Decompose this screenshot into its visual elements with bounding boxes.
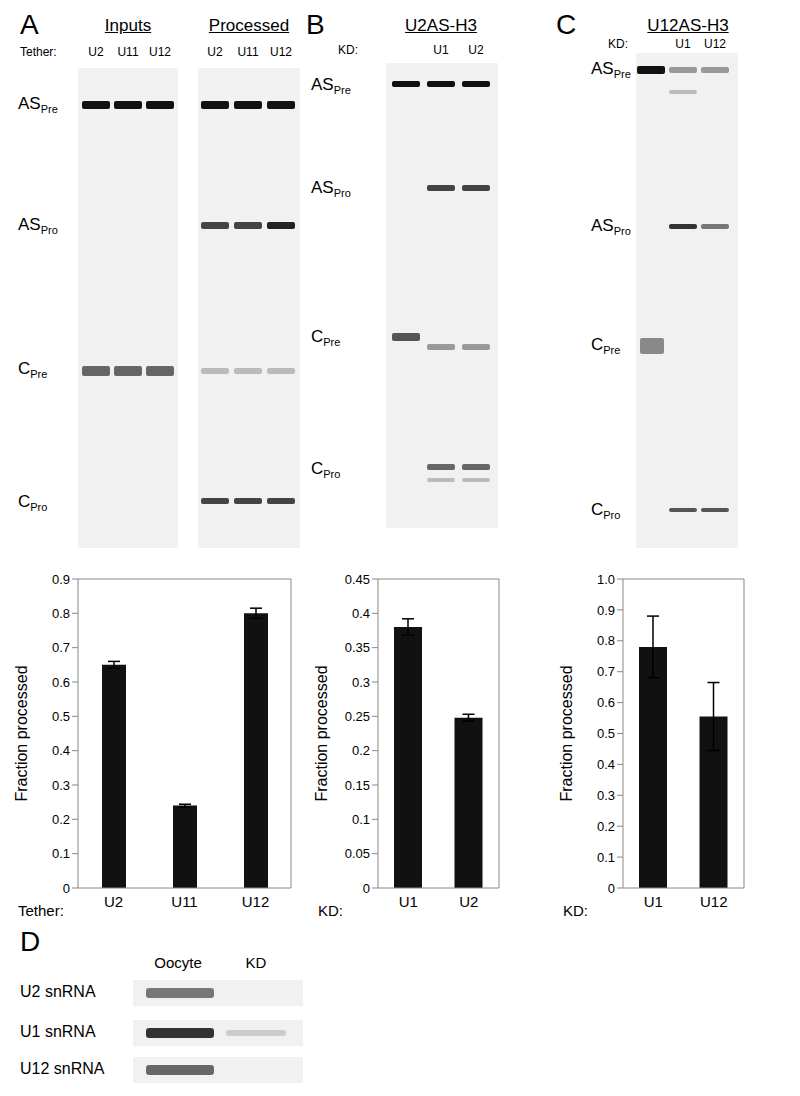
svg-text:0.9: 0.9 <box>52 572 70 587</box>
html-text:U2AS-H3: U2AS-H3 <box>405 15 477 35</box>
html-text:CPro: CPro <box>591 500 621 522</box>
html-text:KD:: KD: <box>338 42 358 57</box>
html-text:ASPre: ASPre <box>18 94 58 116</box>
svg-text:0: 0 <box>63 881 70 896</box>
svg-text:0.9: 0.9 <box>597 603 615 618</box>
html-text:KD:: KD: <box>608 36 628 51</box>
html-text:C: C <box>556 9 577 41</box>
html-text:ASPro: ASPro <box>311 178 351 200</box>
html-text:U2: U2 <box>207 44 223 59</box>
svg-text:Fraction processed: Fraction processed <box>313 665 330 801</box>
svg-text:0.8: 0.8 <box>52 606 70 621</box>
html-text:ASPre: ASPre <box>311 75 351 97</box>
svg-text:0.7: 0.7 <box>597 664 615 679</box>
html-text:U2 snRNA: U2 snRNA <box>20 983 96 1001</box>
html-text:U1 snRNA: U1 snRNA <box>20 1023 96 1041</box>
html-text:B: B <box>306 9 325 41</box>
html-text:U2: U2 <box>88 44 104 59</box>
html-text:Oocyte: Oocyte <box>154 954 202 971</box>
svg-text:0.05: 0.05 <box>345 846 370 861</box>
svg-text:0: 0 <box>363 881 370 896</box>
svg-text:0.6: 0.6 <box>597 695 615 710</box>
svg-text:0.1: 0.1 <box>352 812 370 827</box>
svg-text:0.25: 0.25 <box>345 709 370 724</box>
html-text:KD:: KD: <box>563 902 588 919</box>
html-text:CPro: CPro <box>311 459 341 481</box>
svg-text:0.8: 0.8 <box>597 633 615 648</box>
html-text:U11: U11 <box>237 44 259 59</box>
svg-text:0.4: 0.4 <box>597 757 615 772</box>
html-text:CPre: CPre <box>18 359 48 381</box>
svg-text:0.15: 0.15 <box>345 778 370 793</box>
html-text:A: A <box>20 9 39 41</box>
svg-text:0.4: 0.4 <box>352 606 370 621</box>
html-text:U1: U1 <box>675 36 691 51</box>
svg-text:0.3: 0.3 <box>352 675 370 690</box>
html-text:ASPro: ASPro <box>18 215 58 237</box>
html-text:U2: U2 <box>468 42 484 57</box>
svg-text:0.4: 0.4 <box>52 743 70 758</box>
svg-text:0.6: 0.6 <box>52 675 70 690</box>
svg-text:0.2: 0.2 <box>52 812 70 827</box>
svg-text:Fraction processed: Fraction processed <box>13 665 30 801</box>
svg-text:0.5: 0.5 <box>597 726 615 741</box>
html-text:U12: U12 <box>704 36 726 51</box>
svg-text:0.2: 0.2 <box>352 743 370 758</box>
svg-text:U2: U2 <box>459 893 478 910</box>
html-text:Tether:: Tether: <box>18 902 64 919</box>
svg-text:U1: U1 <box>399 893 418 910</box>
svg-text:0.1: 0.1 <box>597 850 615 865</box>
html-text:U12: U12 <box>149 44 171 59</box>
html-text:ASPro: ASPro <box>591 216 631 238</box>
html-text:Processed: Processed <box>208 15 290 35</box>
html-text:ASPre: ASPre <box>591 59 631 81</box>
html-text:U12: U12 <box>270 44 292 59</box>
html-text:U1: U1 <box>433 42 449 57</box>
html-text:U12 snRNA: U12 snRNA <box>20 1060 105 1078</box>
svg-text:0.7: 0.7 <box>52 640 70 655</box>
html-text:KD: KD <box>245 954 267 971</box>
html-text:CPro: CPro <box>18 492 48 514</box>
svg-text:U12: U12 <box>700 893 728 910</box>
svg-text:0.3: 0.3 <box>597 788 615 803</box>
svg-text:0.3: 0.3 <box>52 778 70 793</box>
svg-text:0.45: 0.45 <box>345 572 370 587</box>
svg-text:1.0: 1.0 <box>597 572 615 587</box>
svg-text:U11: U11 <box>171 893 197 910</box>
svg-text:0: 0 <box>608 881 615 896</box>
svg-text:0.2: 0.2 <box>597 819 615 834</box>
svg-text:U1: U1 <box>644 893 663 910</box>
html-text:CPre: CPre <box>591 335 621 357</box>
svg-text:U2: U2 <box>104 893 123 910</box>
html-text:U11: U11 <box>117 44 139 59</box>
html-text:Tether:: Tether: <box>20 44 57 59</box>
svg-text:0.1: 0.1 <box>52 846 70 861</box>
svg-text:0.5: 0.5 <box>52 709 70 724</box>
html-text:D: D <box>20 926 41 958</box>
html-text:U12AS-H3: U12AS-H3 <box>647 15 729 35</box>
svg-text:U12: U12 <box>242 893 270 910</box>
html-text:Inputs: Inputs <box>104 15 152 35</box>
html-text:KD:: KD: <box>318 902 343 919</box>
svg-text:0.35: 0.35 <box>345 640 370 655</box>
svg-text:Fraction processed: Fraction processed <box>558 665 575 801</box>
html-text:CPre: CPre <box>311 327 341 349</box>
